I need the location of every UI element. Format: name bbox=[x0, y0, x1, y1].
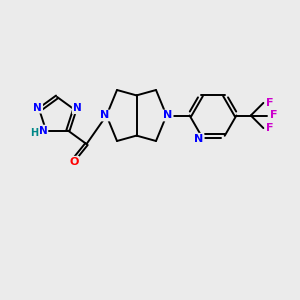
Text: N: N bbox=[100, 110, 109, 121]
Text: N: N bbox=[164, 110, 172, 121]
Text: F: F bbox=[266, 123, 273, 133]
Text: F: F bbox=[266, 98, 273, 108]
Text: N: N bbox=[33, 103, 42, 113]
Text: N: N bbox=[39, 125, 47, 136]
Text: O: O bbox=[69, 157, 79, 167]
Text: F: F bbox=[269, 110, 277, 121]
Text: H: H bbox=[31, 128, 39, 138]
Text: N: N bbox=[194, 134, 203, 144]
Text: N: N bbox=[73, 103, 82, 113]
